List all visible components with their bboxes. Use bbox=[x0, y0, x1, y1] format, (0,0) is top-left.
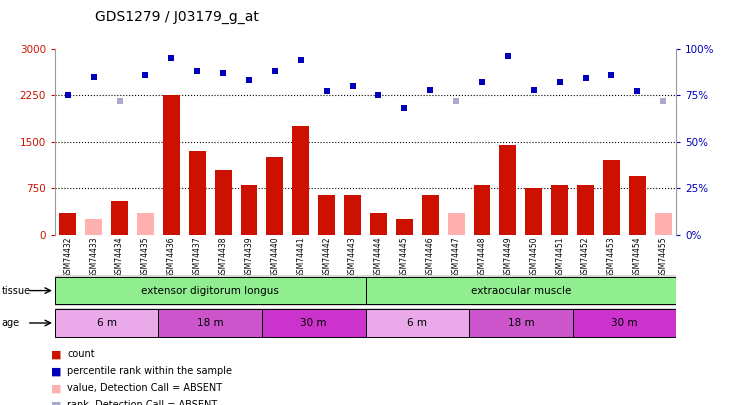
Text: ■: ■ bbox=[51, 384, 61, 393]
Text: 18 m: 18 m bbox=[507, 318, 534, 328]
Bar bbox=[629, 176, 645, 235]
Text: age: age bbox=[1, 318, 20, 328]
Bar bbox=[469, 309, 572, 337]
Text: rank, Detection Call = ABSENT: rank, Detection Call = ABSENT bbox=[67, 401, 218, 405]
Text: ■: ■ bbox=[51, 350, 61, 359]
Bar bbox=[655, 213, 672, 235]
Bar bbox=[318, 194, 335, 235]
Text: percentile rank within the sample: percentile rank within the sample bbox=[67, 367, 232, 376]
Bar bbox=[262, 309, 366, 337]
Bar bbox=[526, 188, 542, 235]
Bar bbox=[366, 277, 676, 304]
Bar bbox=[447, 213, 464, 235]
Bar bbox=[370, 213, 387, 235]
Bar bbox=[215, 170, 232, 235]
Bar bbox=[240, 185, 257, 235]
Bar bbox=[474, 185, 491, 235]
Text: 18 m: 18 m bbox=[197, 318, 224, 328]
Bar bbox=[603, 160, 620, 235]
Text: 30 m: 30 m bbox=[611, 318, 637, 328]
Bar bbox=[111, 201, 128, 235]
Text: GDS1279 / J03179_g_at: GDS1279 / J03179_g_at bbox=[95, 10, 259, 24]
Bar bbox=[55, 277, 366, 304]
Bar bbox=[577, 185, 594, 235]
Bar bbox=[55, 309, 159, 337]
Bar bbox=[59, 213, 76, 235]
Bar bbox=[292, 126, 309, 235]
Bar bbox=[499, 145, 516, 235]
Text: extensor digitorum longus: extensor digitorum longus bbox=[141, 286, 279, 296]
Bar bbox=[366, 309, 469, 337]
Bar bbox=[572, 309, 676, 337]
Bar bbox=[344, 194, 361, 235]
Bar bbox=[163, 95, 180, 235]
Bar bbox=[137, 213, 154, 235]
Text: 30 m: 30 m bbox=[300, 318, 327, 328]
Text: value, Detection Call = ABSENT: value, Detection Call = ABSENT bbox=[67, 384, 222, 393]
Text: count: count bbox=[67, 350, 95, 359]
Bar bbox=[396, 220, 413, 235]
Text: extraocular muscle: extraocular muscle bbox=[471, 286, 571, 296]
Bar bbox=[422, 194, 439, 235]
Bar bbox=[551, 185, 568, 235]
Bar bbox=[159, 309, 262, 337]
Bar bbox=[189, 151, 205, 235]
Text: ■: ■ bbox=[51, 401, 61, 405]
Text: 6 m: 6 m bbox=[96, 318, 117, 328]
Text: ■: ■ bbox=[51, 367, 61, 376]
Text: 6 m: 6 m bbox=[407, 318, 428, 328]
Bar bbox=[86, 220, 102, 235]
Text: tissue: tissue bbox=[1, 286, 31, 296]
Bar bbox=[267, 157, 284, 235]
